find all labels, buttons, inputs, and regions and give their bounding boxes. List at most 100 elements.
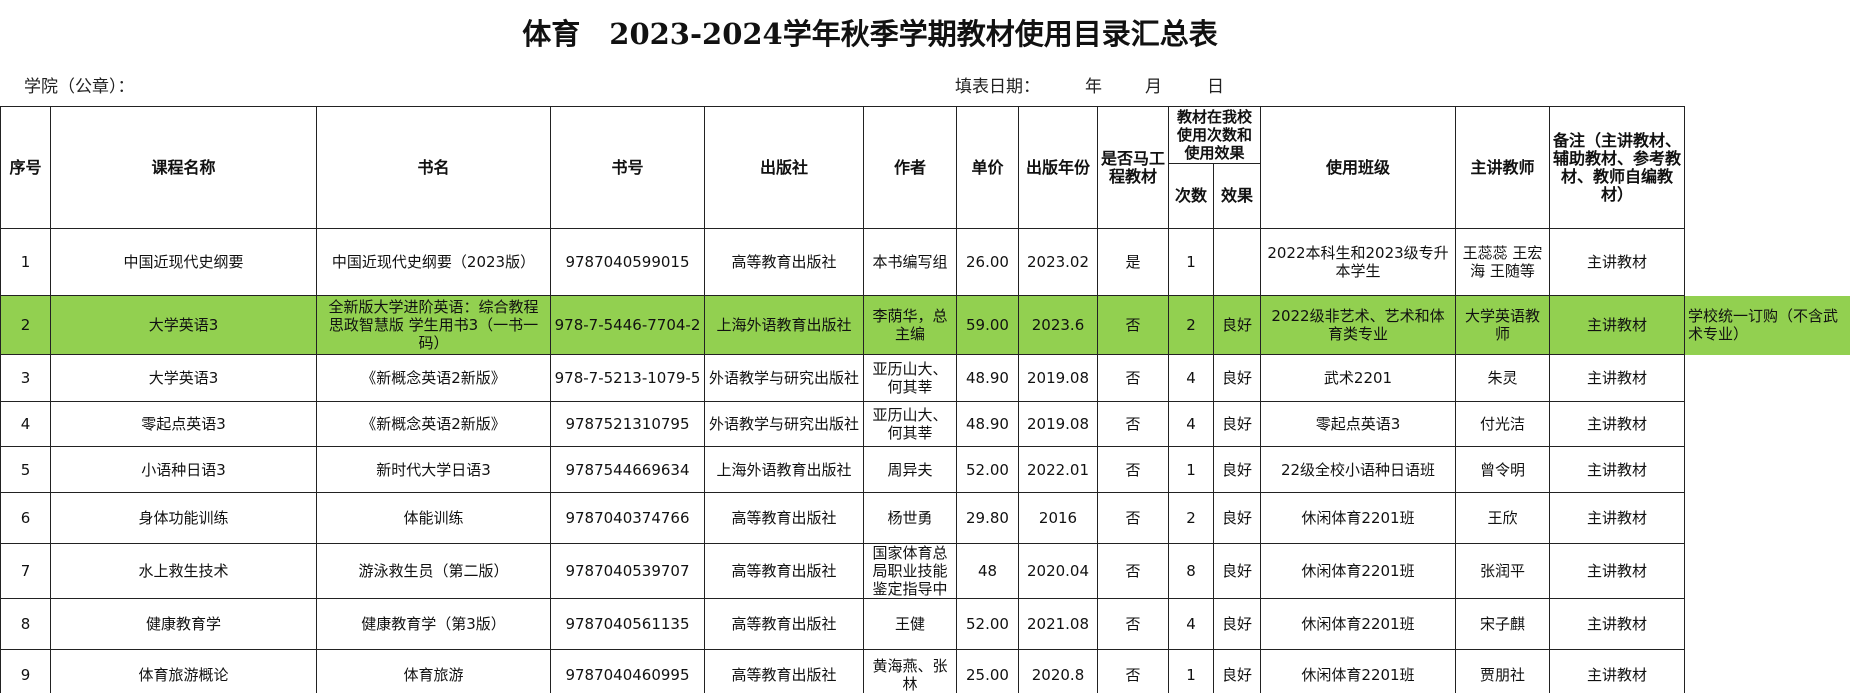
table-cell: 黄海燕、张林 (863, 649, 957, 693)
table-cell: 朱灵 (1455, 354, 1551, 402)
table-cell: 良好 (1212, 295, 1262, 355)
table-cell: 8 (1168, 543, 1214, 599)
table-cell: 王健 (863, 598, 957, 650)
table-cell: 48 (956, 543, 1019, 599)
table-cell: 上海外语教育出版社 (704, 446, 864, 493)
data-row: 2 大学英语3 全新版大学进阶英语：综合教程 思政智慧版 学生用书3（一书一码） 97… (0, 295, 1850, 355)
table-cell: 高等教育出版社 (704, 649, 864, 693)
day-label: 日 (1207, 77, 1224, 97)
table-cell: 2019.08 (1018, 354, 1098, 402)
table-cell: 国家体育总局职业技能鉴定指导中 (863, 543, 957, 599)
header-cell: 出版社 (704, 106, 864, 229)
data-row: 1 中国近现代史纲要 中国近现代史纲要（2023版） 9787040599015 高等教… (0, 228, 1850, 296)
year-label: 年 (1085, 77, 1102, 97)
table-cell: 《新概念英语2新版》 (316, 354, 551, 402)
table-cell: 52.00 (956, 598, 1019, 650)
data-row: 9 体育旅游概论 体育旅游 9787040460995 高等教育出版社 黄海燕、张林 25.… (0, 649, 1850, 693)
table-cell: 2022本科生和2023级专升本学生 (1260, 228, 1457, 296)
table-cell: 良好 (1212, 446, 1262, 493)
table-cell: 中国近现代史纲要（2023版） (316, 228, 551, 296)
table-cell: 22级全校小语种日语班 (1260, 446, 1457, 493)
table-cell: 52.00 (956, 446, 1019, 493)
table-cell: 李荫华，总主编 (863, 295, 957, 355)
header-cell: 书号 (550, 106, 705, 229)
table-cell: 否 (1097, 543, 1169, 599)
data-row: 5 小语种日语3 新时代大学日语3 9787544669634 上海外语教育出版社 周异夫… (0, 446, 1850, 493)
table-cell: 主讲教材 (1549, 401, 1686, 447)
table-cell: 25.00 (956, 649, 1019, 693)
table-cell: 978-7-5446-7704-2 (550, 295, 705, 355)
table-cell: 8 (0, 598, 51, 650)
table-cell: 2020.8 (1018, 649, 1098, 693)
data-row: 4 零起点英语3 《新概念英语2新版》 9787521310795 外语教学与研究出版社… (0, 401, 1850, 447)
table-cell: 亚历山大、何其莘 (863, 401, 957, 447)
header-row: 序号 课程名称 书名 书号 出版社 作者 单价 出版年份 是否马工程教材 教材在我校使用次数和使用… (0, 106, 1850, 229)
data-row: 3 大学英语3 《新概念英语2新版》 978-7-5213-1079-5 外语教学与研究… (0, 354, 1850, 402)
data-row: 6 身体功能训练 体能训练 9787040374766 高等教育出版社 杨世勇 29.80 2… (0, 492, 1850, 544)
table-cell: 否 (1097, 446, 1169, 493)
table-cell: 游泳救生员（第二版） (316, 543, 551, 599)
table-cell: 本书编写组 (863, 228, 957, 296)
table-cell: 大学英语教师 (1455, 295, 1551, 355)
sub-header-cell: 效果 (1212, 163, 1262, 229)
sub-header-cell: 次数 (1168, 163, 1214, 229)
table-cell: 9787040374766 (550, 492, 705, 544)
header-cell: 序号 (0, 106, 51, 229)
empty-cell (1685, 355, 1850, 402)
empty-cell (1685, 107, 1850, 229)
table-cell: 1 (0, 228, 51, 296)
group-header-cell: 教材在我校使用次数和使用效果 (1167, 106, 1262, 164)
header-cell: 作者 (863, 106, 957, 229)
table-cell: 2023.6 (1018, 295, 1098, 355)
table-cell: 9 (0, 649, 51, 693)
table-cell: 休闲体育2201班 (1260, 649, 1457, 693)
table-cell: 王蕊蕊 王宏海 王随等 (1455, 228, 1551, 296)
table-cell: 2022级非艺术、艺术和体育类专业 (1260, 295, 1457, 355)
date-label: 填表日期： (955, 77, 1040, 97)
table-cell: 王欣 (1455, 492, 1551, 544)
table-cell: 2021.08 (1018, 598, 1098, 650)
table-cell: 978-7-5213-1079-5 (550, 354, 705, 402)
table-cell: 全新版大学进阶英语：综合教程 思政智慧版 学生用书3（一书一码） (316, 295, 551, 355)
table-cell: 体育旅游 (316, 649, 551, 693)
table-cell: 2 (1168, 295, 1214, 355)
table-cell: 上海外语教育出版社 (704, 295, 864, 355)
table-cell: 宋子麒 (1455, 598, 1551, 650)
table-cell: 新时代大学日语3 (316, 446, 551, 493)
header-cell: 是否马工程教材 (1097, 106, 1169, 229)
header-cell: 主讲教师 (1455, 106, 1551, 229)
table-cell: 休闲体育2201班 (1260, 543, 1457, 599)
table-cell: 7 (0, 543, 51, 599)
table-cell: 亚历山大、何其莘 (863, 354, 957, 402)
table-cell: 4 (1168, 401, 1214, 447)
table-cell: 主讲教材 (1549, 228, 1686, 296)
table-cell: 6 (0, 492, 51, 544)
table-cell: 否 (1097, 649, 1169, 693)
table-cell: 高等教育出版社 (704, 543, 864, 599)
header-cell: 出版年份 (1018, 106, 1098, 229)
table-cell: 9787544669634 (550, 446, 705, 493)
table-cell: 1 (1168, 446, 1214, 493)
table-cell: 主讲教材 (1549, 354, 1686, 402)
table-cell: 良好 (1212, 543, 1262, 599)
empty-cell (1685, 402, 1850, 447)
table-cell: 主讲教材 (1549, 492, 1686, 544)
table-cell: 2020.04 (1018, 543, 1098, 599)
header-cell: 课程名称 (50, 106, 317, 229)
table-cell: 4 (1168, 598, 1214, 650)
table-cell: 良好 (1212, 598, 1262, 650)
table-cell: 9787040539707 (550, 543, 705, 599)
table-cell: 高等教育出版社 (704, 228, 864, 296)
table-cell (1212, 228, 1262, 296)
table-cell: 张润平 (1455, 543, 1551, 599)
table-cell: 贾朋社 (1455, 649, 1551, 693)
table-cell: 3 (0, 354, 51, 402)
table-cell: 大学英语3 (50, 295, 317, 355)
table-cell: 否 (1097, 492, 1169, 544)
table-cell: 9787521310795 (550, 401, 705, 447)
table-cell: 良好 (1212, 492, 1262, 544)
table-cell: 主讲教材 (1549, 295, 1686, 355)
table-cell: 外语教学与研究出版社 (704, 401, 864, 447)
table-cell: 否 (1097, 401, 1169, 447)
